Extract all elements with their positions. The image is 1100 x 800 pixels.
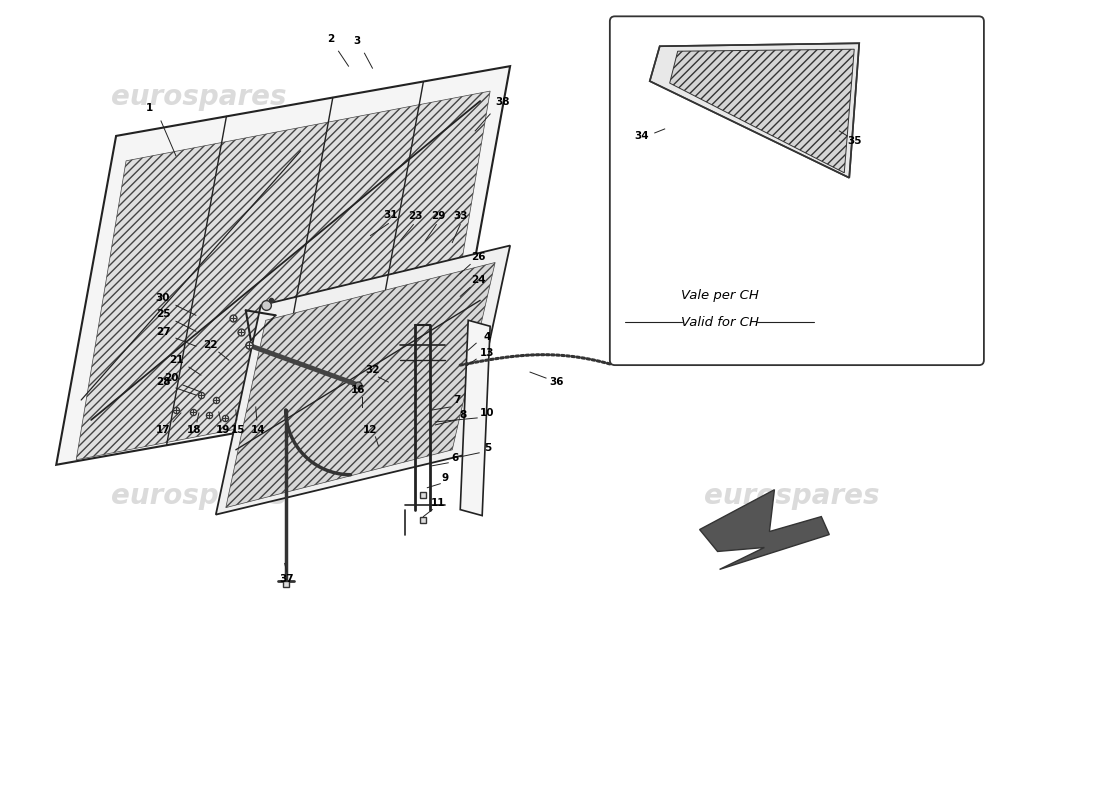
Text: 38: 38: [495, 97, 509, 107]
Text: 37: 37: [279, 574, 294, 584]
Text: 16: 16: [351, 385, 365, 395]
Text: Vale per CH: Vale per CH: [681, 289, 759, 302]
Text: 10: 10: [480, 408, 494, 418]
Text: 35: 35: [847, 136, 861, 146]
Text: 20: 20: [164, 373, 178, 383]
Text: 25: 25: [156, 310, 170, 319]
Text: eurospares: eurospares: [704, 482, 879, 510]
Text: 36: 36: [550, 377, 564, 387]
FancyBboxPatch shape: [609, 16, 983, 365]
Text: 12: 12: [363, 425, 377, 435]
Text: 4: 4: [484, 332, 491, 342]
Text: 1: 1: [145, 103, 153, 113]
Polygon shape: [216, 246, 510, 514]
Text: 13: 13: [480, 348, 494, 358]
Text: 3: 3: [353, 36, 360, 46]
Polygon shape: [460, 320, 491, 515]
Text: Valid for CH: Valid for CH: [681, 316, 759, 329]
Polygon shape: [226, 262, 495, 508]
Text: 8: 8: [460, 410, 466, 420]
Text: 21: 21: [168, 355, 184, 365]
Polygon shape: [700, 490, 829, 570]
Text: 27: 27: [156, 327, 170, 338]
Text: 18: 18: [187, 425, 201, 435]
Text: eurospares: eurospares: [111, 482, 287, 510]
Text: 14: 14: [251, 425, 265, 435]
Text: eurospares: eurospares: [704, 83, 879, 111]
Polygon shape: [650, 43, 859, 178]
Text: 15: 15: [231, 425, 245, 435]
Text: 30: 30: [156, 294, 170, 303]
Text: 33: 33: [453, 210, 468, 221]
Text: 23: 23: [408, 210, 422, 221]
Text: 11: 11: [431, 498, 446, 508]
Polygon shape: [56, 66, 510, 465]
Text: 28: 28: [156, 377, 170, 387]
Text: 9: 9: [442, 473, 449, 482]
Text: 6: 6: [452, 453, 459, 462]
Text: 32: 32: [365, 365, 380, 375]
Text: 2: 2: [327, 34, 334, 44]
Polygon shape: [670, 50, 855, 173]
Text: 17: 17: [156, 425, 170, 435]
Text: 22: 22: [204, 340, 218, 350]
Text: 31: 31: [383, 210, 398, 220]
Text: 5: 5: [484, 443, 492, 453]
Text: 19: 19: [216, 425, 230, 435]
Text: 7: 7: [453, 395, 461, 405]
Text: 26: 26: [471, 253, 485, 262]
Polygon shape: [76, 91, 491, 460]
Text: 34: 34: [635, 131, 649, 141]
Text: 24: 24: [471, 275, 485, 286]
Text: eurospares: eurospares: [111, 83, 287, 111]
Text: 29: 29: [431, 210, 446, 221]
